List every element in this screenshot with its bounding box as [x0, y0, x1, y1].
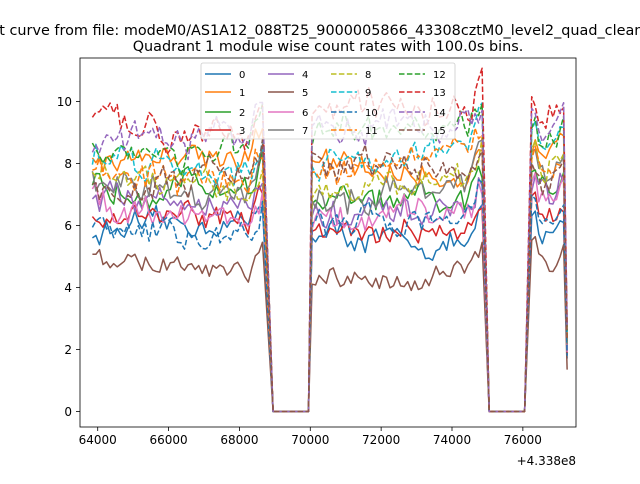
y-tick-label: 10 — [57, 95, 72, 109]
x-tick-label: 76000 — [504, 433, 542, 447]
chart-title: Quadrant 1 module wise count rates with … — [133, 39, 524, 55]
legend-label-3: 3 — [239, 126, 245, 137]
legend-label-12: 12 — [433, 70, 446, 81]
legend-label-1: 1 — [239, 88, 245, 99]
y-tick-label: 8 — [64, 157, 72, 171]
x-tick-label: 74000 — [433, 433, 471, 447]
series-line-0 — [91, 203, 568, 413]
legend-label-9: 9 — [365, 88, 371, 99]
figure-suptitle: Light curve from file: modeM0/AS1A12_088… — [0, 23, 640, 39]
x-axis-offset-label: +4.338e8 — [517, 454, 576, 468]
legend-label-4: 4 — [302, 70, 308, 81]
legend-label-14: 14 — [433, 108, 446, 119]
x-tick-label: 68000 — [220, 433, 258, 447]
x-tick-label: 70000 — [291, 433, 329, 447]
x-tick-label: 66000 — [149, 433, 187, 447]
legend-label-6: 6 — [302, 108, 308, 119]
legend-label-15: 15 — [433, 126, 446, 137]
series-line-15 — [92, 138, 568, 413]
legend-label-10: 10 — [365, 108, 378, 119]
y-tick-label: 2 — [64, 343, 72, 357]
legend-label-8: 8 — [365, 70, 371, 81]
series-line-5 — [92, 235, 568, 413]
axes-frame — [79, 57, 577, 428]
x-tick-label: 72000 — [362, 433, 400, 447]
legend-label-5: 5 — [302, 88, 308, 99]
legend-label-2: 2 — [239, 108, 245, 119]
legend-frame — [200, 62, 456, 140]
x-axis: 64000 66000 68000 70000 72000 74000 76000 — [79, 427, 542, 447]
legend-label-7: 7 — [302, 126, 308, 137]
legend-label-11: 11 — [365, 126, 378, 137]
series-line-8 — [91, 136, 568, 413]
y-axis: 0 2 4 6 8 10 — [57, 95, 80, 419]
y-tick-label: 6 — [64, 219, 72, 233]
plot-area — [91, 67, 568, 413]
y-tick-label: 0 — [64, 405, 72, 419]
legend-label-13: 13 — [433, 88, 446, 99]
y-tick-label: 4 — [64, 281, 72, 295]
legend-label-0: 0 — [239, 70, 245, 81]
series-line-7 — [91, 139, 568, 413]
x-tick-label: 64000 — [79, 433, 117, 447]
